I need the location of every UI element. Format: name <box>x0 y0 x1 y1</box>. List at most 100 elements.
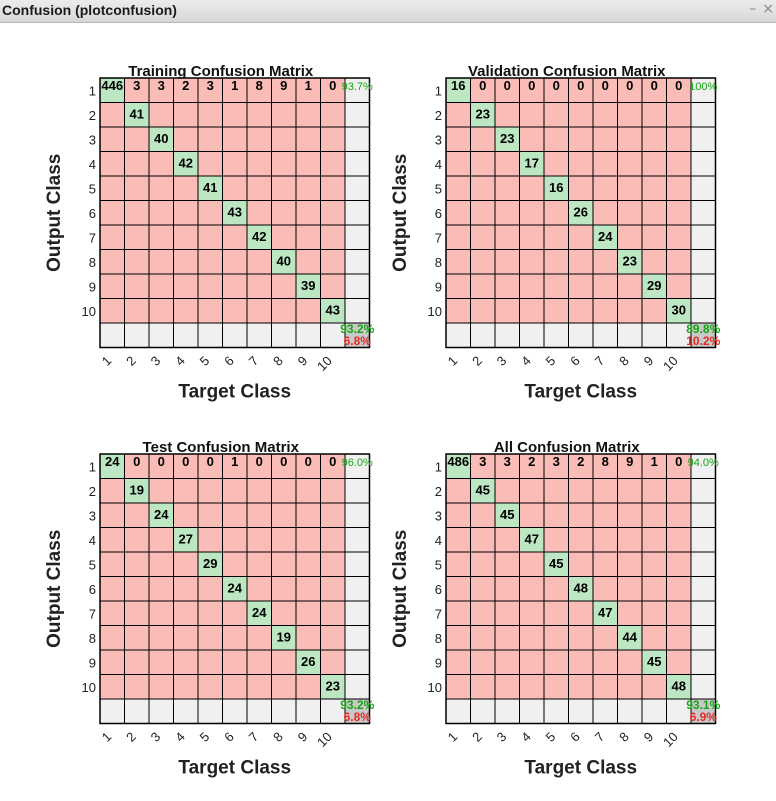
matrix-cell <box>519 200 545 226</box>
x-tick-label: 10 <box>660 729 681 750</box>
window-titlebar: Confusion (plotconfusion) – × <box>0 0 776 23</box>
y-tick-label: 2 <box>435 484 442 499</box>
y-tick-label: 10 <box>82 304 96 319</box>
matrix-cell <box>617 649 643 675</box>
matrix-cell <box>617 175 643 201</box>
matrix-cell <box>666 273 692 299</box>
matrix-cell <box>173 298 199 324</box>
y-tick-label: 6 <box>89 582 96 597</box>
matrix-cell <box>222 322 248 348</box>
matrix-cell <box>641 698 667 724</box>
close-button[interactable]: × <box>762 1 774 17</box>
matrix-cell <box>470 551 496 577</box>
matrix-cell <box>641 151 667 177</box>
x-tick-label: 3 <box>148 353 164 369</box>
x-tick-label: 10 <box>660 353 681 374</box>
y-tick-label: 9 <box>89 655 96 670</box>
matrix-cell <box>197 224 223 250</box>
cell-count: 0 <box>329 454 336 469</box>
matrix-cell <box>470 102 496 128</box>
x-tick-label: 3 <box>494 353 510 369</box>
overall-error: 6.9% <box>690 710 718 724</box>
window-title: Confusion (plotconfusion) <box>2 2 177 18</box>
matrix-cell <box>320 249 346 275</box>
diagonal-count: 42 <box>179 156 193 171</box>
matrix-cell <box>320 151 346 177</box>
matrix-cell <box>666 600 692 626</box>
matrix-cell <box>344 453 370 479</box>
matrix-cell <box>568 649 594 675</box>
matrix-cell <box>271 551 297 577</box>
matrix-cell <box>494 551 520 577</box>
matrix-cell <box>222 126 248 152</box>
matrix-cell <box>666 200 692 226</box>
matrix-cell <box>592 576 618 602</box>
matrix-cell <box>295 478 321 504</box>
y-tick-label: 5 <box>435 557 442 572</box>
matrix-cell <box>494 249 520 275</box>
matrix-cell <box>295 200 321 226</box>
matrix-cell <box>592 200 618 226</box>
x-tick-label: 6 <box>221 353 237 369</box>
overall-accuracy: 93.2% <box>340 698 374 712</box>
matrix-cell <box>641 551 667 577</box>
matrix-cell <box>124 126 150 152</box>
y-tick-label: 6 <box>89 206 96 221</box>
x-tick-label: 1 <box>445 729 461 745</box>
matrix-cell <box>617 478 643 504</box>
diagonal-count: 24 <box>228 581 243 596</box>
matrix-cell <box>690 600 716 626</box>
matrix-cell <box>271 674 297 700</box>
x-tick-label: 4 <box>172 729 188 745</box>
matrix-cell <box>690 649 716 675</box>
matrix-cell <box>690 625 716 651</box>
matrix-cell <box>320 698 346 724</box>
matrix-cell <box>320 200 346 226</box>
matrix-cell <box>320 551 346 577</box>
matrix-cell <box>246 625 272 651</box>
matrix-cell <box>666 502 692 528</box>
matrix-cell <box>148 576 174 602</box>
matrix-cell <box>445 298 471 324</box>
x-tick-label: 10 <box>314 729 335 750</box>
x-tick-label: 5 <box>543 353 559 369</box>
matrix-cell <box>543 102 569 128</box>
matrix-cell <box>271 527 297 553</box>
minimize-button[interactable]: – <box>749 1 757 17</box>
matrix-cell <box>271 175 297 201</box>
matrix-cell <box>568 151 594 177</box>
matrix-cell <box>99 273 125 299</box>
matrix-cell <box>148 600 174 626</box>
matrix-cell <box>99 224 125 250</box>
matrix-cell <box>470 674 496 700</box>
matrix-cell <box>641 625 667 651</box>
matrix-cell <box>494 126 520 152</box>
matrix-cell <box>246 453 272 479</box>
matrix-cell <box>295 322 321 348</box>
x-tick-label: 4 <box>518 353 534 369</box>
matrix-cell <box>246 151 272 177</box>
matrix-cell <box>246 249 272 275</box>
matrix-cell <box>173 502 199 528</box>
matrix-cell <box>271 126 297 152</box>
matrix-cell <box>148 273 174 299</box>
matrix-cell <box>246 322 272 348</box>
matrix-cell <box>543 502 569 528</box>
matrix-cell <box>173 273 199 299</box>
matrix-cell <box>222 698 248 724</box>
matrix-cell <box>124 453 150 479</box>
matrix-cell <box>344 625 370 651</box>
cell-count: 0 <box>602 78 609 93</box>
matrix-cell <box>271 649 297 675</box>
matrix-cell <box>320 600 346 626</box>
cell-count: 8 <box>602 454 609 469</box>
matrix-cell <box>568 502 594 528</box>
matrix-cell <box>494 698 520 724</box>
matrix-cell <box>173 527 199 553</box>
matrix-cell <box>99 527 125 553</box>
matrix-cell <box>344 273 370 299</box>
y-tick-label: 7 <box>435 606 442 621</box>
cell-count: 1 <box>231 454 238 469</box>
matrix-cell <box>148 151 174 177</box>
matrix-cell <box>344 151 370 177</box>
